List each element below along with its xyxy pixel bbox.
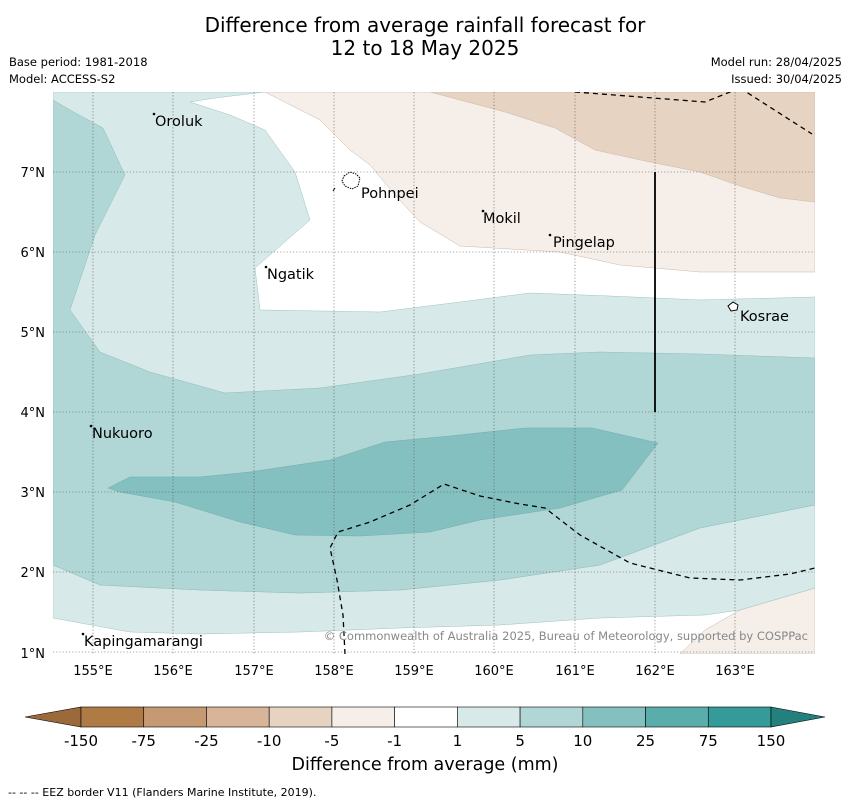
lat-tick: 2°N <box>21 566 46 581</box>
colorbar-swatch <box>707 706 772 728</box>
lon-tick: 158°E <box>314 664 354 679</box>
colorbar-swatch <box>268 706 333 728</box>
colorbar-label: -10 <box>257 732 282 750</box>
model-run-text: Model run: 28/04/2025 <box>710 55 842 69</box>
nukuoro-dot <box>89 424 93 428</box>
colorbar-swatch <box>519 706 584 728</box>
label-kapingamarangi: Kapingamarangi <box>84 634 203 650</box>
colorbar-label: -150 <box>64 732 98 750</box>
lat-tick: 6°N <box>21 246 46 261</box>
lon-tick: 155°E <box>73 664 113 679</box>
label-ngatik: Ngatik <box>267 267 315 283</box>
copyright-credit: © Commonwealth of Australia 2025, Bureau… <box>324 629 808 643</box>
pingelap-dot <box>548 233 552 237</box>
colorbar-label: 75 <box>699 732 718 750</box>
lat-tick-labels: 7°N 6°N 5°N 4°N 3°N 2°N 1°N <box>21 166 46 662</box>
colorbar-label: -5 <box>324 732 339 750</box>
colorbar-swatch <box>206 706 270 728</box>
issued-text: Issued: 30/04/2025 <box>731 72 842 86</box>
label-nukuoro: Nukuoro <box>92 426 153 442</box>
ngatik-dot <box>264 265 268 269</box>
pohnpei-island-icon <box>341 171 361 190</box>
colorbar-label: 1 <box>453 732 463 750</box>
place-labels: Oroluk Pohnpei Mokil Pingelap Ngatik Kos… <box>84 114 789 650</box>
meta-right: Model run: 28/04/2025 Issued: 30/04/2025 <box>711 54 842 88</box>
label-pohnpei: Pohnpei <box>361 186 419 202</box>
islands <box>81 112 739 636</box>
label-oroluk: Oroluk <box>155 114 203 130</box>
colorbar-swatch <box>582 706 646 728</box>
lon-tick: 157°E <box>234 664 274 679</box>
lon-tick: 156°E <box>153 664 193 679</box>
mokil-dot <box>481 209 485 213</box>
colorbar-label: 150 <box>757 732 786 750</box>
kosrae-island-icon <box>727 301 739 312</box>
colorbar-swatch <box>394 706 458 728</box>
colorbar-extend-high <box>770 706 826 728</box>
lon-tick: 163°E <box>715 664 755 679</box>
eez-footnote: -- -- -- EEZ border V11 (Flanders Marine… <box>8 786 317 799</box>
colorbar-swatch <box>143 706 207 728</box>
label-mokil: Mokil <box>483 211 521 227</box>
colorbar-swatch <box>331 706 395 728</box>
contour-wet-3 <box>107 427 659 537</box>
colorbar-swatch <box>645 706 709 728</box>
lat-tick: 7°N <box>21 166 46 181</box>
title-line-2: 12 to 18 May 2025 <box>330 36 520 60</box>
colorbar-swatch <box>80 706 145 728</box>
graticule <box>53 92 815 654</box>
colorbar-label: -1 <box>387 732 402 750</box>
title-line-1: Difference from average rainfall forecas… <box>204 13 646 37</box>
meta-left: Base period: 1981-2018 Model: ACCESS-S2 <box>9 54 148 88</box>
lat-tick: 1°N <box>21 647 46 662</box>
colorbar-swatch <box>457 706 521 728</box>
lat-tick: 3°N <box>21 486 46 501</box>
eez-borders <box>329 92 815 654</box>
colorbar-label: 25 <box>636 732 655 750</box>
base-period-text: Base period: 1981-2018 <box>9 55 148 69</box>
oroluk-dot <box>152 112 156 116</box>
map-title: Difference from average rainfall forecas… <box>0 14 850 60</box>
colorbar-extend-low <box>24 706 82 728</box>
colorbar-title: Difference from average (mm) <box>291 755 559 775</box>
lon-tick: 160°E <box>474 664 514 679</box>
kapingamarangi-dot <box>81 632 85 636</box>
lon-tick: 159°E <box>394 664 434 679</box>
colorbar-label: 5 <box>515 732 525 750</box>
lon-tick: 162°E <box>635 664 675 679</box>
rainfall-contours <box>53 92 815 654</box>
pohnpei-reef-mark <box>332 187 336 192</box>
label-pingelap: Pingelap <box>553 235 615 251</box>
label-kosrae: Kosrae <box>740 309 789 325</box>
colorbar-label: 10 <box>573 732 592 750</box>
eez-border-north <box>574 92 813 135</box>
colorbar: -150 -75 -25 -10 -5 -1 1 5 10 25 75 150 <box>24 706 826 750</box>
model-text: Model: ACCESS-S2 <box>9 72 116 86</box>
colorbar-label: -25 <box>194 732 219 750</box>
eez-border-south <box>329 483 815 654</box>
lon-tick-labels: 155°E 156°E 157°E 158°E 159°E 160°E 161°… <box>73 664 755 679</box>
lon-tick: 161°E <box>555 664 595 679</box>
lat-tick: 5°N <box>21 326 46 341</box>
colorbar-label: -75 <box>131 732 156 750</box>
lat-tick: 4°N <box>21 406 46 421</box>
